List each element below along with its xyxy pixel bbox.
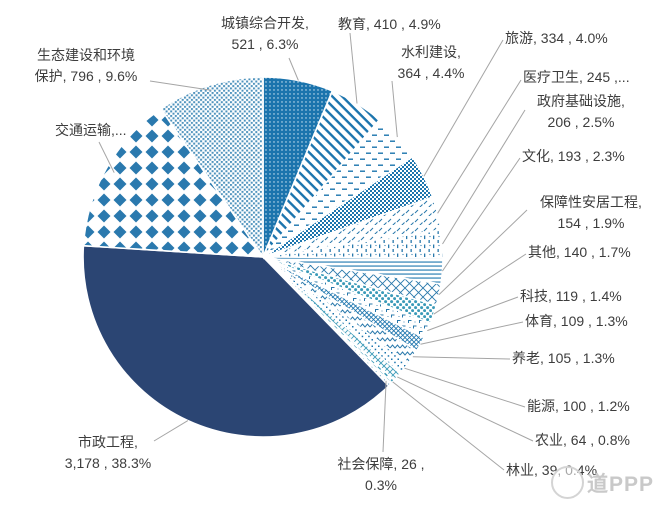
label-urban-dev-line1: 城镇综合开发, (221, 15, 309, 31)
label-ecology: 生态建设和环境 保护, 796 , 9.6% (20, 45, 152, 87)
label-energy-line1: 能源, 100 , 1.2% (527, 398, 630, 414)
label-gov-infra: 政府基础设施, 206 , 2.5% (527, 91, 635, 133)
label-gov-infra-line1: 政府基础设施, (537, 93, 625, 109)
leader-line-transport (98, 141, 115, 173)
label-housing-line2: 154 , 1.9% (557, 215, 625, 231)
leader-line-tourism (423, 39, 504, 177)
label-elderly-care-line1: 养老, 105 , 1.3% (512, 350, 615, 366)
label-ecology-line1: 生态建设和环境 (37, 47, 135, 63)
label-tourism-line1: 旅游, 334 , 4.0% (505, 30, 608, 46)
label-sports-line1: 体育, 109 , 1.3% (525, 313, 628, 329)
label-ecology-line2: 保护, 796 , 9.6% (34, 68, 138, 84)
label-urban-dev: 城镇综合开发, 521 , 6.3% (212, 13, 318, 55)
label-other: 其他, 140 , 1.7% (528, 242, 642, 263)
label-tourism: 旅游, 334 , 4.0% (505, 28, 619, 49)
label-technology: 科技, 119 , 1.4% (520, 286, 634, 307)
label-culture-line1: 文化, 193 , 2.3% (522, 148, 625, 164)
label-municipal-line1: 市政工程, (78, 434, 138, 450)
label-technology-line1: 科技, 119 , 1.4% (520, 288, 622, 304)
pie-slice-municipal (82, 244, 390, 438)
label-housing: 保障性安居工程, 154 , 1.9% (529, 192, 653, 234)
label-energy: 能源, 100 , 1.2% (527, 396, 641, 417)
label-municipal-line2: 3,178 , 38.3% (64, 455, 152, 471)
leader-line-medical (437, 79, 522, 214)
leader-line-municipal (153, 420, 189, 442)
label-gov-infra-line2: 206 , 2.5% (547, 114, 615, 130)
label-water-conservancy-line1: 水利建设, (401, 44, 461, 60)
pie-slice-transport (82, 107, 265, 258)
label-other-line1: 其他, 140 , 1.7% (528, 244, 631, 260)
label-social-security-line1: 社会保障, 26 , (337, 456, 425, 472)
label-education: 教育, 410 , 4.9% (338, 14, 452, 35)
label-water-conservancy-line2: 364 , 4.4% (397, 65, 465, 81)
pie-slices-group (82, 76, 444, 438)
leader-line-other (433, 253, 527, 315)
label-medical-line1: 医疗卫生, 245 ,... (523, 69, 630, 85)
watermark-text: 道PPP (587, 472, 655, 496)
leader-line-housing (438, 209, 528, 295)
label-social-security: 社会保障, 26 , 0.3% (328, 454, 434, 496)
leader-line-ecology (149, 80, 212, 91)
leader-line-technology (427, 296, 519, 332)
watermark-logo-icon (551, 466, 584, 499)
label-urban-dev-line2: 521 , 6.3% (231, 36, 299, 52)
label-transport: 交通运输,... (55, 120, 149, 141)
pie-slice-ecology (159, 76, 264, 260)
leader-line-gov-infra (442, 109, 526, 245)
label-municipal: 市政工程, 3,178 , 38.3% (60, 432, 156, 474)
label-transport-line1: 交通运输,... (55, 122, 127, 138)
label-agriculture-line1: 农业, 64 , 0.8% (535, 432, 630, 448)
leader-line-forestry (392, 381, 505, 471)
label-culture: 文化, 193 , 2.3% (522, 146, 636, 167)
leader-line-water-conservancy (391, 80, 398, 138)
leader-line-culture (441, 157, 521, 272)
label-water-conservancy: 水利建设, 364 , 4.4% (389, 42, 473, 84)
leader-line-elderly-care (412, 356, 511, 360)
leader-line-social-security (382, 380, 387, 453)
leader-line-energy (404, 367, 526, 408)
leader-line-education (349, 32, 358, 104)
label-education-line1: 教育, 410 , 4.9% (338, 16, 441, 32)
leader-line-sports (420, 321, 524, 345)
leader-lines-group (98, 32, 534, 471)
label-medical: 医疗卫生, 245 ,... (523, 67, 656, 88)
label-elderly-care: 养老, 105 , 1.3% (512, 348, 626, 369)
label-sports: 体育, 109 , 1.3% (525, 311, 639, 332)
label-agriculture: 农业, 64 , 0.8% (535, 430, 641, 451)
label-social-security-line2: 0.3% (365, 477, 397, 493)
label-housing-line1: 保障性安居工程, (540, 194, 642, 210)
watermark: 道PPP (551, 466, 654, 499)
leader-line-agriculture (397, 376, 534, 442)
leader-line-urban-dev (288, 57, 299, 81)
